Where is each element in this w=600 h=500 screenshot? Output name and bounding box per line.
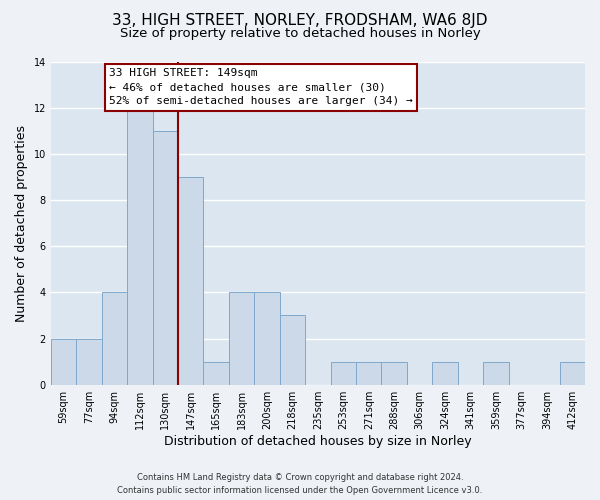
- Text: Contains HM Land Registry data © Crown copyright and database right 2024.
Contai: Contains HM Land Registry data © Crown c…: [118, 473, 482, 495]
- Bar: [382, 362, 407, 384]
- Text: 33 HIGH STREET: 149sqm
← 46% of detached houses are smaller (30)
52% of semi-det: 33 HIGH STREET: 149sqm ← 46% of detached…: [109, 68, 413, 106]
- Bar: [51, 338, 76, 384]
- Bar: [560, 362, 585, 384]
- Bar: [101, 292, 127, 384]
- Bar: [76, 338, 101, 384]
- Bar: [356, 362, 382, 384]
- Bar: [433, 362, 458, 384]
- Bar: [127, 108, 152, 384]
- Bar: [203, 362, 229, 384]
- Bar: [280, 316, 305, 384]
- Bar: [331, 362, 356, 384]
- X-axis label: Distribution of detached houses by size in Norley: Distribution of detached houses by size …: [164, 434, 472, 448]
- Text: Size of property relative to detached houses in Norley: Size of property relative to detached ho…: [119, 28, 481, 40]
- Bar: [483, 362, 509, 384]
- Bar: [178, 177, 203, 384]
- Bar: [229, 292, 254, 384]
- Text: 33, HIGH STREET, NORLEY, FRODSHAM, WA6 8JD: 33, HIGH STREET, NORLEY, FRODSHAM, WA6 8…: [112, 12, 488, 28]
- Y-axis label: Number of detached properties: Number of detached properties: [15, 124, 28, 322]
- Bar: [152, 131, 178, 384]
- Bar: [254, 292, 280, 384]
